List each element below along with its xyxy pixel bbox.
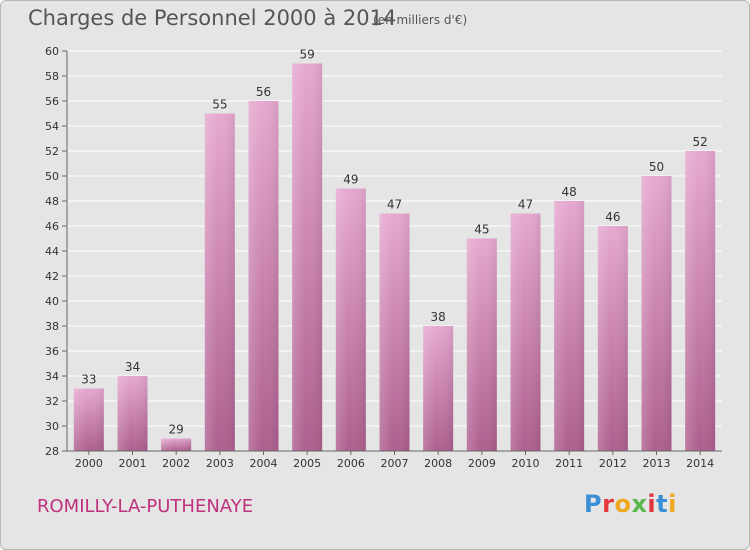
x-tick-label: 2008 <box>424 457 452 470</box>
bar-shade <box>73 388 104 451</box>
x-tick-label: 2001 <box>119 457 147 470</box>
bar-shade <box>685 151 716 451</box>
bar-value-label: 33 <box>81 373 96 387</box>
bar-shade <box>423 326 454 451</box>
logo-letter: r <box>602 490 615 518</box>
logo-letter: i <box>668 490 677 518</box>
axes: 28 30 32 34 36 38 40 42 44 46 48 50 52 54 56 58 60 2000 20… <box>45 45 722 470</box>
y-tick-label: 42 <box>45 270 59 283</box>
bar-value-label: 46 <box>605 210 620 224</box>
proxiti-logo[interactable]: Proxiti <box>584 490 677 518</box>
bar-value-label: 56 <box>256 85 271 99</box>
bar-value-label: 49 <box>343 173 358 187</box>
bars <box>73 63 716 451</box>
x-tick-label: 2011 <box>555 457 583 470</box>
bar-shade <box>161 438 192 451</box>
x-tick-label: 2002 <box>162 457 190 470</box>
y-tick-label: 46 <box>45 220 59 233</box>
y-tick-label: 30 <box>45 420 59 433</box>
bar-value-label: 34 <box>125 360 140 374</box>
y-tick-label: 48 <box>45 195 59 208</box>
y-tick-label: 50 <box>45 170 59 183</box>
x-tick-label: 2009 <box>468 457 496 470</box>
logo-letter: o <box>614 490 632 518</box>
x-tick-label: 2000 <box>75 457 103 470</box>
bar-shade <box>248 101 279 451</box>
chart-subtitle: (en milliers d'€) <box>373 13 468 27</box>
bar-value-label: 55 <box>212 98 227 112</box>
chart-title: Charges de Personnel 2000 à 2014 <box>28 6 397 30</box>
data-labels: 33 34 29 55 56 59 49 47 38 45 47 48 46 50 52 <box>81 48 708 437</box>
x-tick-label: 2007 <box>381 457 409 470</box>
bar-shade <box>379 213 410 451</box>
x-tick-label: 2013 <box>643 457 671 470</box>
x-tick-label: 2006 <box>337 457 365 470</box>
bar-shade <box>554 201 585 451</box>
logo-letter: P <box>584 490 603 518</box>
y-tick-label: 60 <box>45 45 59 58</box>
bar-value-label: 59 <box>300 48 315 62</box>
bar-shade <box>292 63 323 451</box>
bar-value-label: 52 <box>693 135 708 149</box>
bar-value-label: 50 <box>649 160 664 174</box>
logo-letter: x <box>631 490 648 518</box>
y-tick-label: 58 <box>45 70 59 83</box>
y-tick-label: 40 <box>45 295 59 308</box>
x-tick-label: 2004 <box>250 457 278 470</box>
y-tick-label: 52 <box>45 145 59 158</box>
x-tick-label: 2003 <box>206 457 234 470</box>
y-tick-label: 28 <box>45 445 59 458</box>
bar-shade <box>641 176 672 451</box>
y-tick-label: 34 <box>45 370 59 383</box>
logo-letter: i <box>647 490 657 518</box>
commune-name: ROMILLY-LA-PUTHENAYE <box>37 496 254 517</box>
bar-shade <box>204 113 235 451</box>
x-tick-label: 2010 <box>512 457 540 470</box>
bar-value-label: 47 <box>518 198 533 212</box>
y-tick-label: 54 <box>45 120 59 133</box>
bar-shade <box>335 188 366 451</box>
bar-value-label: 38 <box>431 310 446 324</box>
x-tick-label: 2014 <box>686 457 714 470</box>
bar-value-label: 47 <box>387 198 402 212</box>
bar-value-label: 45 <box>474 223 489 237</box>
bar-shade <box>510 213 541 451</box>
y-tick-label: 56 <box>45 95 59 108</box>
y-tick-label: 36 <box>45 345 59 358</box>
y-tick-label: 32 <box>45 395 59 408</box>
x-tick-label: 2005 <box>293 457 321 470</box>
bar-shade <box>117 376 148 451</box>
bar-shade <box>597 226 628 451</box>
x-tick-label: 2012 <box>599 457 627 470</box>
y-tick-label: 38 <box>45 320 59 333</box>
y-tick-label: 44 <box>45 245 59 258</box>
bar-value-label: 48 <box>562 185 577 199</box>
logo-letter: t <box>656 490 669 518</box>
bar-value-label: 29 <box>169 423 184 437</box>
bar-shade <box>466 238 497 451</box>
